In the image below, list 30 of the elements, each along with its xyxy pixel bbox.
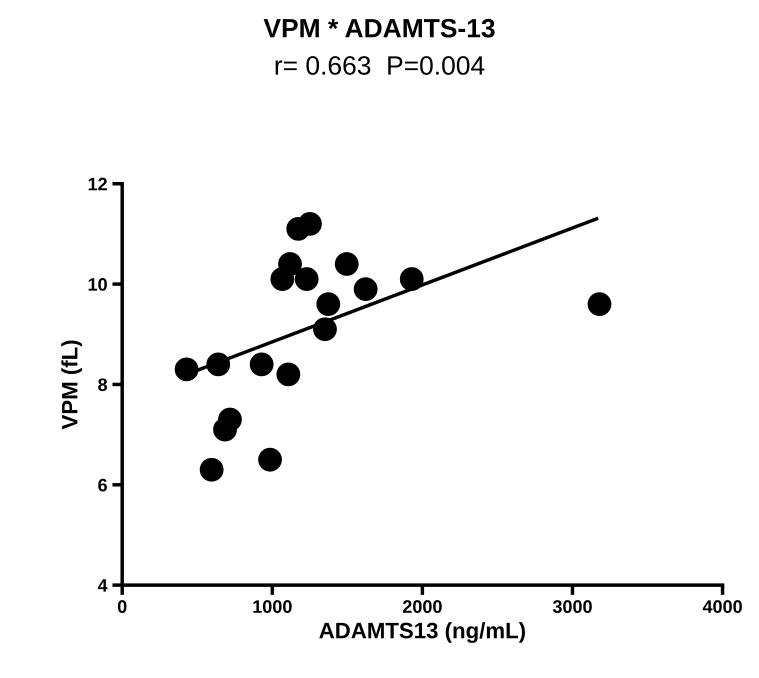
x-tick-label: 2000 bbox=[402, 600, 442, 613]
chart-subtitle: r= 0.663 P=0.004 bbox=[276, 56, 484, 75]
point bbox=[334, 252, 359, 276]
point bbox=[400, 267, 424, 291]
point bbox=[313, 317, 337, 342]
point bbox=[294, 267, 319, 291]
point bbox=[278, 252, 302, 276]
x-tick-label: 3000 bbox=[552, 600, 592, 613]
y-tick-label: 10 bbox=[88, 278, 107, 291]
point bbox=[206, 352, 230, 376]
y-tick-label: 4 bbox=[98, 579, 108, 592]
point bbox=[298, 212, 322, 236]
point bbox=[316, 292, 340, 316]
point bbox=[250, 352, 274, 376]
x-tick-label: 1000 bbox=[253, 600, 292, 613]
y-axis-title: VPM (fL) bbox=[61, 340, 82, 430]
y-tick-label: 6 bbox=[98, 478, 107, 492]
y-tick-label: 12 bbox=[88, 178, 107, 190]
point bbox=[258, 448, 282, 472]
x-axis-title: ADAMTS13 (ng/mL) bbox=[319, 622, 525, 643]
y-tick-label: 8 bbox=[98, 378, 108, 392]
point bbox=[354, 277, 378, 301]
x-tick-label: 4000 bbox=[702, 600, 742, 613]
chart-title: VPM * ADAMTS-13 bbox=[264, 18, 495, 38]
point bbox=[200, 458, 224, 482]
point bbox=[213, 418, 237, 442]
x-tick-label: 0 bbox=[118, 600, 126, 613]
point bbox=[174, 357, 198, 382]
point bbox=[276, 362, 300, 386]
point bbox=[588, 292, 612, 316]
